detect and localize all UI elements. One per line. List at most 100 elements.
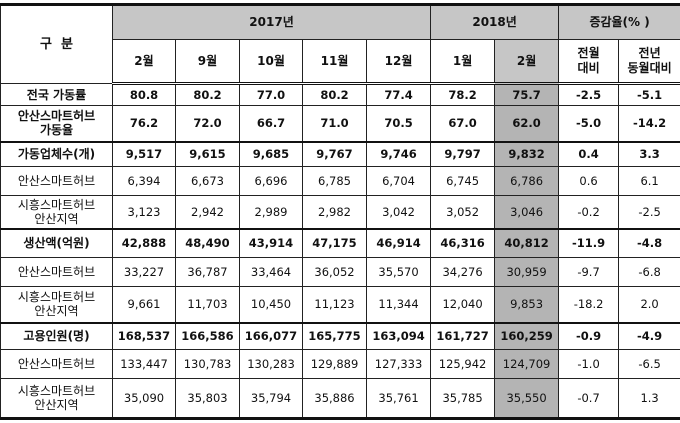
row-label-line: 생산액(억원) bbox=[23, 236, 90, 251]
row-label: 시흥스마트허브 안산지역 bbox=[0, 286, 113, 323]
row-label-line: 시흥스마트허브 bbox=[17, 290, 96, 305]
table-cell: 46,914 bbox=[365, 227, 432, 258]
table-cell: -5.0 bbox=[558, 105, 620, 142]
table-cell: 67.0 bbox=[430, 105, 496, 142]
table-cell: 9,685 bbox=[239, 140, 303, 167]
change-rate-header: 증감율(% ) bbox=[558, 4, 680, 40]
table-cell: 6,704 bbox=[365, 166, 432, 196]
table-cell: 72.0 bbox=[175, 105, 240, 142]
table-cell: -2.5 bbox=[558, 83, 620, 106]
row-label: 가동업체수(개) bbox=[0, 140, 113, 167]
year-2018-header: 2018년 bbox=[430, 4, 560, 40]
table-cell: 9,615 bbox=[175, 140, 240, 167]
table-cell: 129,889 bbox=[302, 349, 367, 379]
row-label: 안산스마트허브 bbox=[0, 349, 113, 379]
table-cell: 9,832 bbox=[494, 140, 560, 167]
table-cell: 36,787 bbox=[175, 257, 240, 287]
month-header: 2월 bbox=[494, 39, 560, 85]
table-cell: -2.5 bbox=[618, 195, 680, 229]
table-row: 시흥스마트허브 안산지역 3,123 2,942 2,989 2,982 3,042 3,05… bbox=[0, 195, 680, 229]
table-cell: -11.9 bbox=[558, 227, 620, 258]
row-label-line: 안산스마트허브 bbox=[17, 357, 96, 371]
table-cell: -0.2 bbox=[558, 195, 620, 229]
table-cell: 3,123 bbox=[112, 195, 176, 229]
table-cell: 36,052 bbox=[302, 257, 367, 287]
table-cell: 80.2 bbox=[175, 83, 240, 106]
table-cell: 35,886 bbox=[302, 378, 367, 419]
table-cell: 9,797 bbox=[430, 140, 496, 167]
row-label: 안산스마트허브 bbox=[0, 257, 113, 287]
table-cell: -6.8 bbox=[618, 257, 680, 287]
table-cell: 66.7 bbox=[239, 105, 303, 142]
row-label-line: 가동업체수(개) bbox=[17, 147, 96, 162]
table-cell: 12,040 bbox=[430, 286, 496, 323]
statistics-table: 구 분 2017년 2018년 증감율(% ) 2월 9월 10월 11월 12월 1월 2… bbox=[0, 3, 680, 420]
table-cell: 35,090 bbox=[112, 378, 176, 419]
row-label: 생산액(억원) bbox=[0, 227, 113, 258]
table-cell: 10,450 bbox=[239, 286, 303, 323]
change-col-header-line: 전월 bbox=[577, 46, 600, 60]
table-cell: 80.8 bbox=[112, 83, 176, 106]
table-cell: -0.7 bbox=[558, 378, 620, 419]
table-row: 고용인원(명) 168,537 166,586 166,077 165,775 163,0… bbox=[0, 321, 680, 350]
table-row: 시흥스마트허브 안산지역 35,090 35,803 35,794 35,886 35,76… bbox=[0, 378, 680, 419]
table-cell: 80.2 bbox=[302, 83, 367, 106]
month-header: 11월 bbox=[302, 39, 367, 85]
table-cell: 35,550 bbox=[494, 378, 560, 419]
table-cell: -6.5 bbox=[618, 349, 680, 379]
table-cell: 11,703 bbox=[175, 286, 240, 323]
table-cell: 9,661 bbox=[112, 286, 176, 323]
table-cell: -0.9 bbox=[558, 321, 620, 350]
month-header: 12월 bbox=[365, 39, 432, 85]
table-cell: 127,333 bbox=[365, 349, 432, 379]
row-label: 시흥스마트허브 안산지역 bbox=[0, 195, 113, 229]
row-label: 안산스마트허브 bbox=[0, 166, 113, 196]
table-cell: 160,259 bbox=[494, 321, 560, 350]
table-cell: -14.2 bbox=[618, 105, 680, 142]
row-label-line: 안산지역 bbox=[34, 304, 79, 319]
table-cell: 3,046 bbox=[494, 195, 560, 229]
table-cell: 35,570 bbox=[365, 257, 432, 287]
table-cell: 77.4 bbox=[365, 83, 432, 106]
table-cell: 40,812 bbox=[494, 227, 560, 258]
table-cell: 35,803 bbox=[175, 378, 240, 419]
table-cell: 34,276 bbox=[430, 257, 496, 287]
row-label-line: 안산스마트허브 bbox=[17, 109, 96, 124]
table-cell: -1.0 bbox=[558, 349, 620, 379]
table-cell: 42,888 bbox=[112, 227, 176, 258]
table-cell: 43,914 bbox=[239, 227, 303, 258]
table-cell: 35,794 bbox=[239, 378, 303, 419]
table-cell: 47,175 bbox=[302, 227, 367, 258]
table-cell: 33,227 bbox=[112, 257, 176, 287]
table-cell: 2,989 bbox=[239, 195, 303, 229]
row-label: 안산스마트허브 가동율 bbox=[0, 105, 113, 142]
table-cell: 6,745 bbox=[430, 166, 496, 196]
month-header: 10월 bbox=[239, 39, 303, 85]
table-cell: 130,283 bbox=[239, 349, 303, 379]
table-cell: 71.0 bbox=[302, 105, 367, 142]
table-row: 안산스마트허브 133,447 130,783 130,283 129,889 127,3… bbox=[0, 349, 680, 379]
row-label-line: 전국 가동률 bbox=[26, 87, 87, 102]
table-cell: 62.0 bbox=[494, 105, 560, 142]
row-label-line: 시흥스마트허브 bbox=[17, 384, 96, 398]
table-cell: 76.2 bbox=[112, 105, 176, 142]
table-row: 생산액(억원) 42,888 48,490 43,914 47,175 46,914 46,… bbox=[0, 227, 680, 258]
table-cell: -5.1 bbox=[618, 83, 680, 106]
change-col-header: 전월 대비 bbox=[558, 39, 620, 85]
change-col-header-line: 대비 bbox=[577, 61, 600, 75]
table-cell: 35,761 bbox=[365, 378, 432, 419]
table-cell: 1.3 bbox=[618, 378, 680, 419]
table-cell: 2,942 bbox=[175, 195, 240, 229]
table-cell: 130,783 bbox=[175, 349, 240, 379]
change-col-header-line: 동월대비 bbox=[627, 61, 672, 75]
table-cell: 6,673 bbox=[175, 166, 240, 196]
table-cell: 166,077 bbox=[239, 321, 303, 350]
table-row: 안산스마트허브 33,227 36,787 33,464 36,052 35,570 34,… bbox=[0, 257, 680, 287]
table-cell: 125,942 bbox=[430, 349, 496, 379]
table-row: 시흥스마트허브 안산지역 9,661 11,703 10,450 11,123 11,344… bbox=[0, 286, 680, 323]
table-cell: 48,490 bbox=[175, 227, 240, 258]
table-cell: 124,709 bbox=[494, 349, 560, 379]
row-label: 고용인원(명) bbox=[0, 321, 113, 350]
table-cell: 2,982 bbox=[302, 195, 367, 229]
row-label: 전국 가동률 bbox=[0, 83, 113, 106]
